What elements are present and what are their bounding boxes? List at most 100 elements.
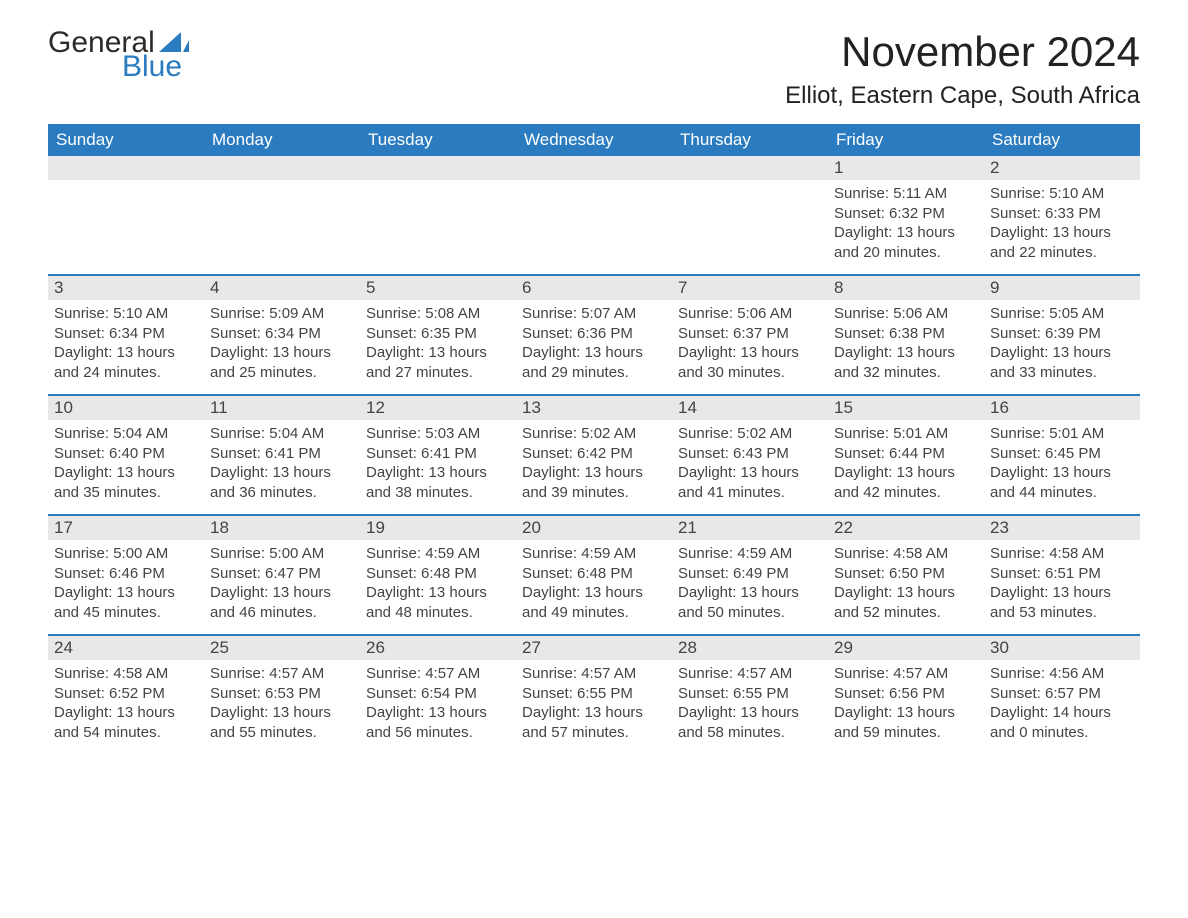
sunset-text: Sunset: 6:44 PM (834, 444, 978, 464)
day-body: Sunrise: 4:59 AMSunset: 6:48 PMDaylight:… (516, 540, 672, 630)
day-body: Sunrise: 5:04 AMSunset: 6:40 PMDaylight:… (48, 420, 204, 510)
calendar-table: Sunday Monday Tuesday Wednesday Thursday… (48, 124, 1140, 754)
day-number: 20 (516, 516, 672, 540)
day-body: Sunrise: 5:01 AMSunset: 6:45 PMDaylight:… (984, 420, 1140, 510)
calendar-cell (516, 156, 672, 275)
sunset-text: Sunset: 6:52 PM (54, 684, 198, 704)
sunrise-text: Sunrise: 5:06 AM (678, 304, 822, 324)
weekday-header-tuesday: Tuesday (360, 124, 516, 156)
sunrise-text: Sunrise: 4:58 AM (834, 544, 978, 564)
calendar-cell: 4Sunrise: 5:09 AMSunset: 6:34 PMDaylight… (204, 275, 360, 395)
calendar-tbody: 1Sunrise: 5:11 AMSunset: 6:32 PMDaylight… (48, 156, 1140, 754)
calendar-cell: 20Sunrise: 4:59 AMSunset: 6:48 PMDayligh… (516, 515, 672, 635)
day-number: 8 (828, 276, 984, 300)
calendar-cell: 8Sunrise: 5:06 AMSunset: 6:38 PMDaylight… (828, 275, 984, 395)
sunset-text: Sunset: 6:48 PM (366, 564, 510, 584)
sunrise-text: Sunrise: 4:57 AM (522, 664, 666, 684)
day-number: 4 (204, 276, 360, 300)
daylight-text: Daylight: 13 hours and 57 minutes. (522, 703, 666, 742)
calendar-cell (360, 156, 516, 275)
sunset-text: Sunset: 6:35 PM (366, 324, 510, 344)
sunset-text: Sunset: 6:53 PM (210, 684, 354, 704)
day-body: Sunrise: 4:58 AMSunset: 6:51 PMDaylight:… (984, 540, 1140, 630)
daylight-text: Daylight: 14 hours and 0 minutes. (990, 703, 1134, 742)
day-number: 15 (828, 396, 984, 420)
sunset-text: Sunset: 6:32 PM (834, 204, 978, 224)
calendar-cell: 25Sunrise: 4:57 AMSunset: 6:53 PMDayligh… (204, 635, 360, 754)
daylight-text: Daylight: 13 hours and 58 minutes. (678, 703, 822, 742)
daylight-text: Daylight: 13 hours and 48 minutes. (366, 583, 510, 622)
sunrise-text: Sunrise: 5:03 AM (366, 424, 510, 444)
sunrise-text: Sunrise: 5:00 AM (210, 544, 354, 564)
calendar-cell: 28Sunrise: 4:57 AMSunset: 6:55 PMDayligh… (672, 635, 828, 754)
day-number: 24 (48, 636, 204, 660)
empty-day-strip (48, 156, 204, 180)
daylight-text: Daylight: 13 hours and 38 minutes. (366, 463, 510, 502)
calendar-cell: 5Sunrise: 5:08 AMSunset: 6:35 PMDaylight… (360, 275, 516, 395)
daylight-text: Daylight: 13 hours and 24 minutes. (54, 343, 198, 382)
day-number: 18 (204, 516, 360, 540)
day-body: Sunrise: 5:04 AMSunset: 6:41 PMDaylight:… (204, 420, 360, 510)
calendar-cell (48, 156, 204, 275)
day-number: 17 (48, 516, 204, 540)
sunset-text: Sunset: 6:40 PM (54, 444, 198, 464)
weekday-header-wednesday: Wednesday (516, 124, 672, 156)
day-number: 3 (48, 276, 204, 300)
day-number: 30 (984, 636, 1140, 660)
calendar-cell: 7Sunrise: 5:06 AMSunset: 6:37 PMDaylight… (672, 275, 828, 395)
day-number: 9 (984, 276, 1140, 300)
sunset-text: Sunset: 6:46 PM (54, 564, 198, 584)
daylight-text: Daylight: 13 hours and 44 minutes. (990, 463, 1134, 502)
sunset-text: Sunset: 6:51 PM (990, 564, 1134, 584)
logo: General Blue (48, 28, 189, 82)
weekday-header-sunday: Sunday (48, 124, 204, 156)
day-body: Sunrise: 5:00 AMSunset: 6:47 PMDaylight:… (204, 540, 360, 630)
sunset-text: Sunset: 6:42 PM (522, 444, 666, 464)
empty-day-strip (204, 156, 360, 180)
sunset-text: Sunset: 6:56 PM (834, 684, 978, 704)
daylight-text: Daylight: 13 hours and 35 minutes. (54, 463, 198, 502)
daylight-text: Daylight: 13 hours and 36 minutes. (210, 463, 354, 502)
sunset-text: Sunset: 6:49 PM (678, 564, 822, 584)
day-body: Sunrise: 5:10 AMSunset: 6:33 PMDaylight:… (984, 180, 1140, 270)
sunrise-text: Sunrise: 5:09 AM (210, 304, 354, 324)
calendar-cell: 6Sunrise: 5:07 AMSunset: 6:36 PMDaylight… (516, 275, 672, 395)
daylight-text: Daylight: 13 hours and 45 minutes. (54, 583, 198, 622)
day-body: Sunrise: 5:06 AMSunset: 6:37 PMDaylight:… (672, 300, 828, 390)
calendar-cell: 10Sunrise: 5:04 AMSunset: 6:40 PMDayligh… (48, 395, 204, 515)
sunrise-text: Sunrise: 4:57 AM (366, 664, 510, 684)
day-body: Sunrise: 5:06 AMSunset: 6:38 PMDaylight:… (828, 300, 984, 390)
weekday-header-saturday: Saturday (984, 124, 1140, 156)
sunrise-text: Sunrise: 5:04 AM (54, 424, 198, 444)
day-number: 21 (672, 516, 828, 540)
calendar-week-row: 24Sunrise: 4:58 AMSunset: 6:52 PMDayligh… (48, 635, 1140, 754)
day-body: Sunrise: 5:05 AMSunset: 6:39 PMDaylight:… (984, 300, 1140, 390)
sunset-text: Sunset: 6:48 PM (522, 564, 666, 584)
calendar-cell: 14Sunrise: 5:02 AMSunset: 6:43 PMDayligh… (672, 395, 828, 515)
sunrise-text: Sunrise: 5:10 AM (54, 304, 198, 324)
calendar-cell: 2Sunrise: 5:10 AMSunset: 6:33 PMDaylight… (984, 156, 1140, 275)
empty-day-strip (672, 156, 828, 180)
day-body: Sunrise: 5:08 AMSunset: 6:35 PMDaylight:… (360, 300, 516, 390)
calendar-cell: 19Sunrise: 4:59 AMSunset: 6:48 PMDayligh… (360, 515, 516, 635)
sunrise-text: Sunrise: 5:04 AM (210, 424, 354, 444)
sunrise-text: Sunrise: 5:01 AM (834, 424, 978, 444)
day-body: Sunrise: 5:09 AMSunset: 6:34 PMDaylight:… (204, 300, 360, 390)
day-number: 11 (204, 396, 360, 420)
weekday-header-monday: Monday (204, 124, 360, 156)
day-number: 6 (516, 276, 672, 300)
calendar-cell: 29Sunrise: 4:57 AMSunset: 6:56 PMDayligh… (828, 635, 984, 754)
day-body: Sunrise: 4:58 AMSunset: 6:50 PMDaylight:… (828, 540, 984, 630)
daylight-text: Daylight: 13 hours and 54 minutes. (54, 703, 198, 742)
calendar-cell: 30Sunrise: 4:56 AMSunset: 6:57 PMDayligh… (984, 635, 1140, 754)
day-body: Sunrise: 4:57 AMSunset: 6:55 PMDaylight:… (516, 660, 672, 750)
calendar-week-row: 17Sunrise: 5:00 AMSunset: 6:46 PMDayligh… (48, 515, 1140, 635)
sunrise-text: Sunrise: 5:10 AM (990, 184, 1134, 204)
empty-day-strip (360, 156, 516, 180)
day-body: Sunrise: 5:11 AMSunset: 6:32 PMDaylight:… (828, 180, 984, 270)
title-block: November 2024 Elliot, Eastern Cape, Sout… (785, 28, 1140, 110)
sunrise-text: Sunrise: 4:59 AM (366, 544, 510, 564)
sunset-text: Sunset: 6:43 PM (678, 444, 822, 464)
sunset-text: Sunset: 6:38 PM (834, 324, 978, 344)
sunrise-text: Sunrise: 4:59 AM (522, 544, 666, 564)
